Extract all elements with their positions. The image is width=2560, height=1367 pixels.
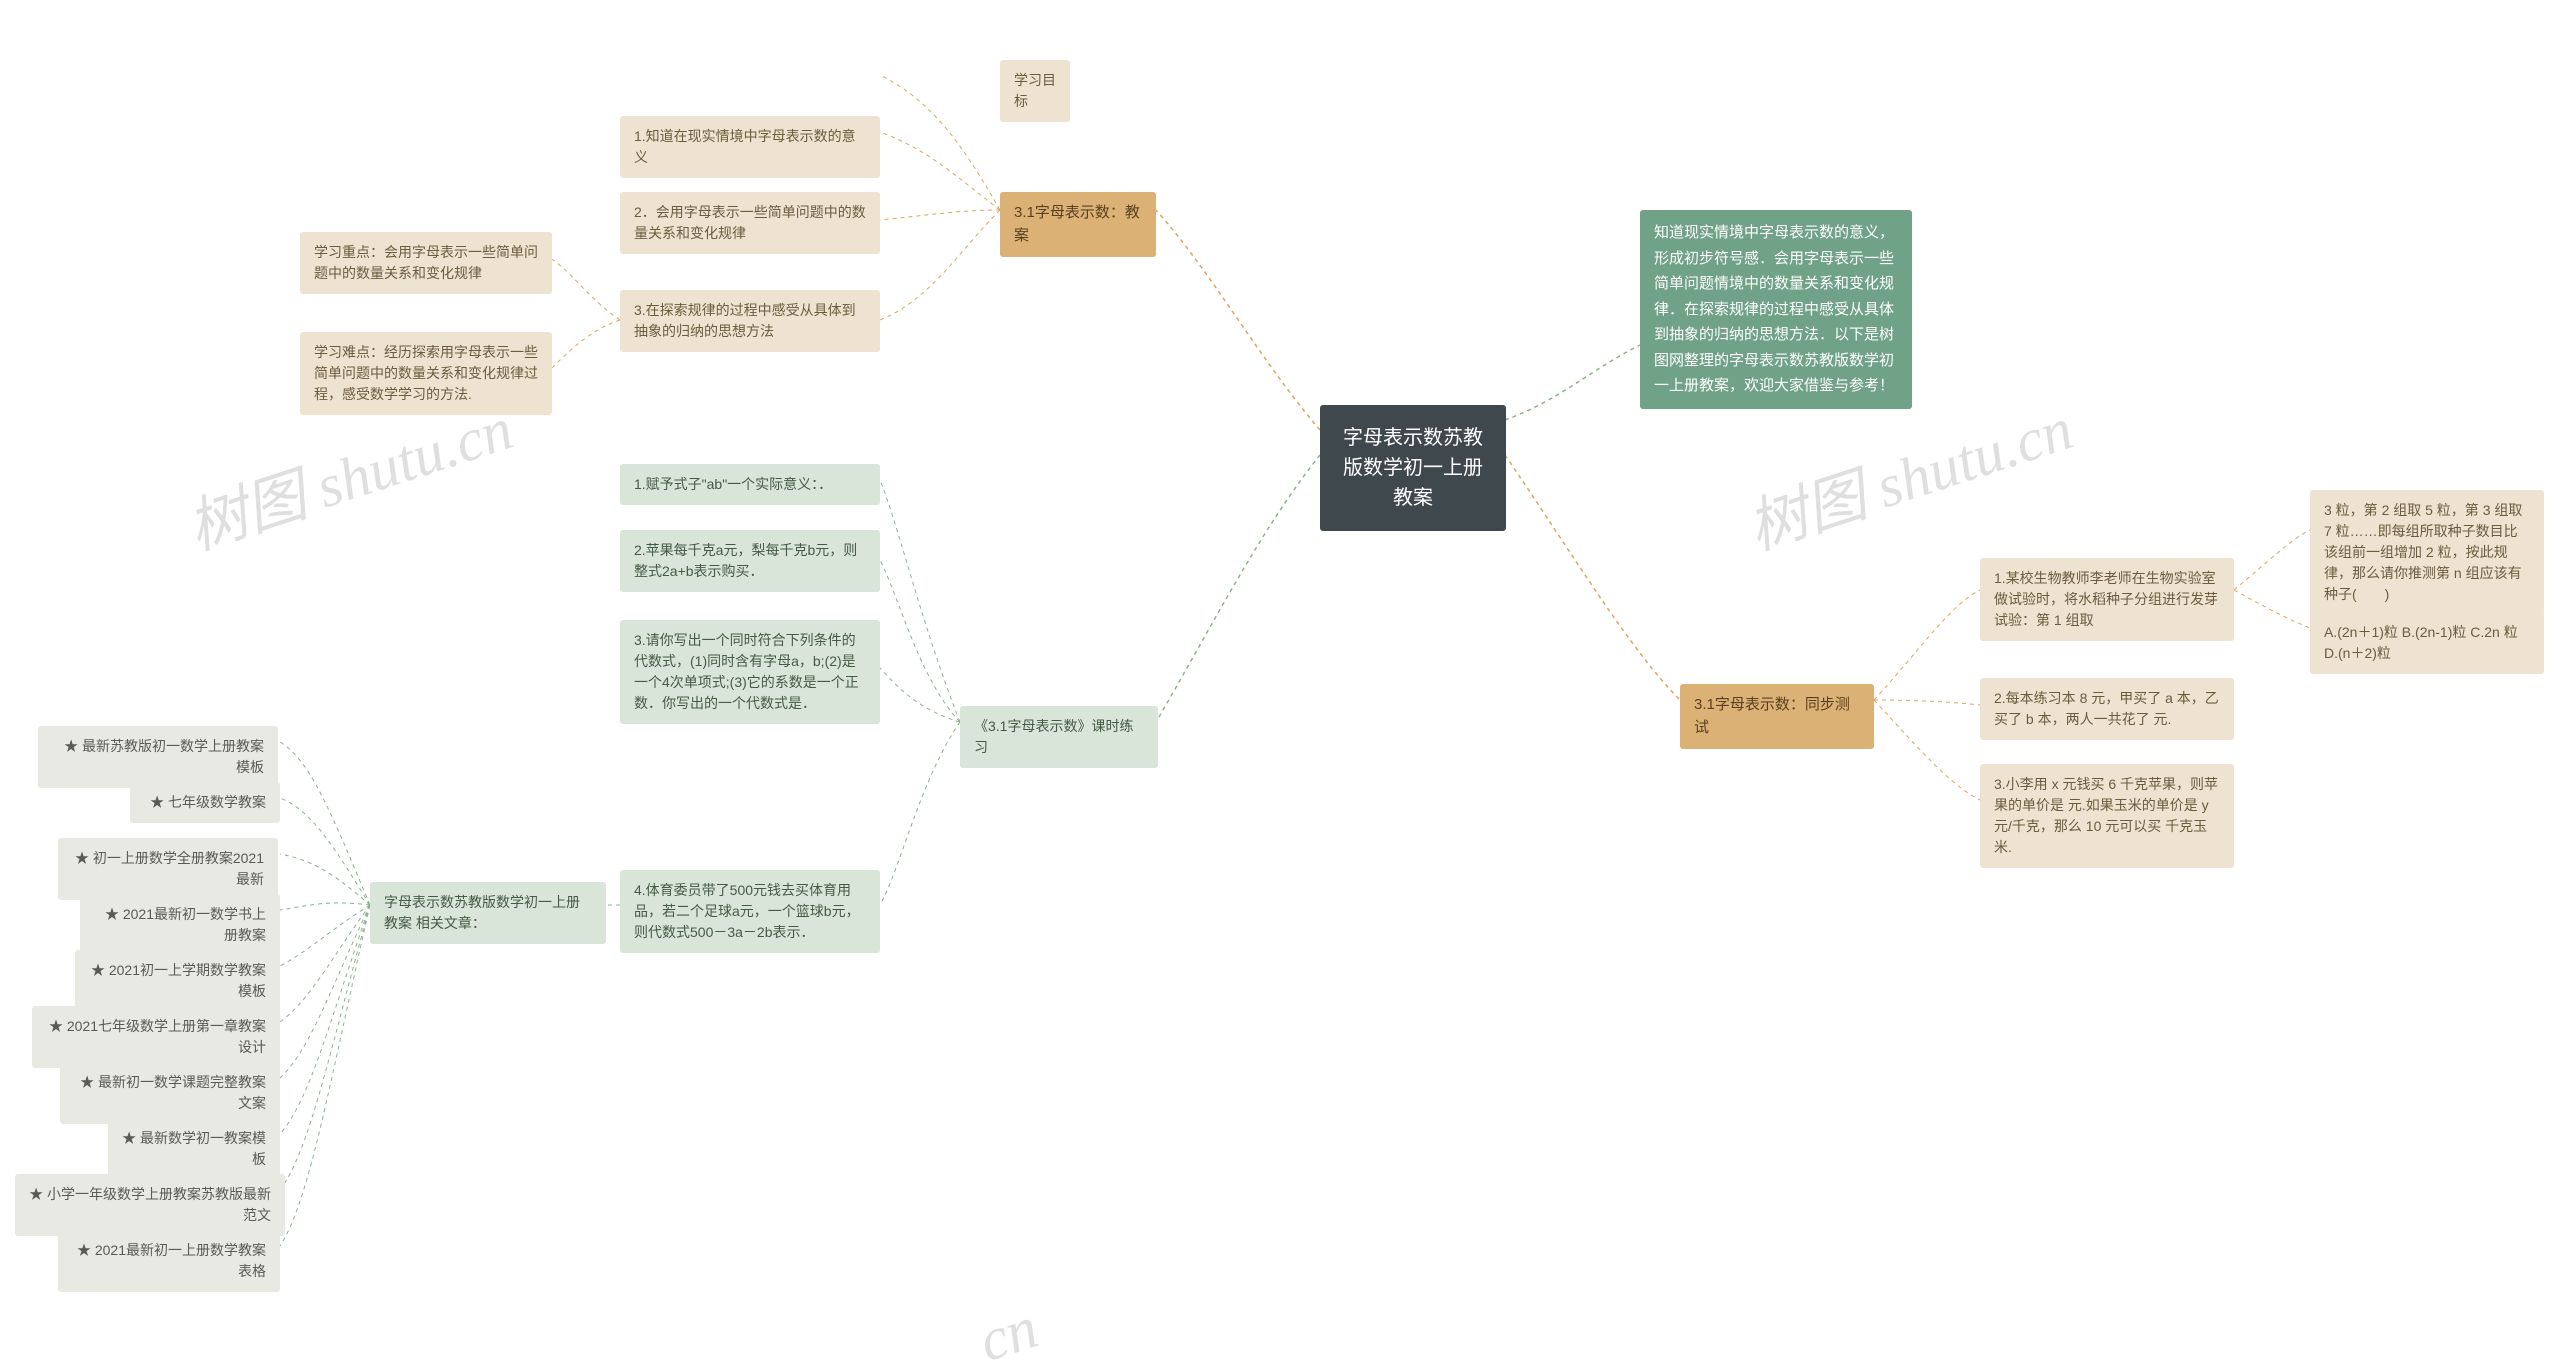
jiaoan-item-1: 1.知道在现实情境中字母表示数的意义 xyxy=(620,116,880,178)
related-link-8[interactable]: ★ 小学一年级数学上册教案苏教版最新范文 xyxy=(15,1174,285,1236)
ceshi-item-1: 1.某校生物教师李老师在生物实验室做试验时，将水稻种子分组进行发芽试验：第 1 … xyxy=(1980,558,2234,641)
related-link-9[interactable]: ★ 2021最新初一上册数学教案表格 xyxy=(58,1230,280,1292)
watermark: cn xyxy=(971,1293,1046,1367)
lianxi-item-3: 3.请你写出一个同时符合下列条件的代数式，(1)同时含有字母a，b;(2)是一个… xyxy=(620,620,880,724)
lianxi-item-1: 1.赋予式子"ab"一个实际意义：． xyxy=(620,464,880,505)
branch-lianxi-title: 《3.1字母表示数》课时练习 xyxy=(960,706,1158,768)
mindmap-canvas: 树图 shutu.cn 树图 shutu.cn cn 字母表示数苏教版数学初一上… xyxy=(0,0,2560,1367)
lianxi-item-4: 4.体育委员带了500元钱去买体育用品，若二个足球a元，一个篮球b元，则代数式5… xyxy=(620,870,880,953)
jiaoan-focus-2: 学习难点：经历探索用字母表示一些简单问题中的数量关系和变化规律过程，感受数学学习… xyxy=(300,332,552,415)
jiaoan-item-3: 3.在探索规律的过程中感受从具体到抽象的归纳的思想方法 xyxy=(620,290,880,352)
jiaoan-focus-1: 学习重点：会用字母表示一些简单问题中的数量关系和变化规律 xyxy=(300,232,552,294)
related-link-6[interactable]: ★ 最新初一数学课题完整教案文案 xyxy=(60,1062,280,1124)
root-node: 字母表示数苏教版数学初一上册教案 xyxy=(1320,405,1506,531)
ceshi-item-1b: 3 粒，第 2 组取 5 粒，第 3 组取 7 粒……即每组所取种子数目比该组前… xyxy=(2310,490,2544,615)
branch-jiaoan-title: 3.1字母表示数：教案 xyxy=(1000,192,1156,257)
branch-ceshi-title: 3.1字母表示数：同步测试 xyxy=(1680,684,1874,749)
lianxi-related-label: 字母表示数苏教版数学初一上册教案 相关文章： xyxy=(370,882,606,944)
ceshi-item-2: 2.每本练习本 8 元，甲买了 a 本，乙买了 b 本，两人一共花了 元. xyxy=(1980,678,2234,740)
jiaoan-goal: 学习目标 xyxy=(1000,60,1070,122)
related-link-7[interactable]: ★ 最新数学初一教案模板 xyxy=(108,1118,280,1180)
ceshi-item-1c: A.(2n＋1)粒 B.(2n-1)粒 C.2n 粒 D.(n＋2)粒 xyxy=(2310,612,2544,674)
related-link-2[interactable]: ★ 初一上册数学全册教案2021最新 xyxy=(58,838,278,900)
related-link-0[interactable]: ★ 最新苏教版初一数学上册教案模板 xyxy=(38,726,278,788)
description-node: 知道现实情境中字母表示数的意义，形成初步符号感．会用字母表示一些简单问题情境中的… xyxy=(1640,210,1912,409)
related-link-3[interactable]: ★ 2021最新初一数学书上册教案 xyxy=(80,894,280,956)
related-link-4[interactable]: ★ 2021初一上学期数学教案模板 xyxy=(75,950,280,1012)
related-link-5[interactable]: ★ 2021七年级数学上册第一章教案设计 xyxy=(32,1006,280,1068)
ceshi-item-3: 3.小李用 x 元钱买 6 千克苹果，则苹果的单价是 元.如果玉米的单价是 y … xyxy=(1980,764,2234,868)
related-link-1[interactable]: ★ 七年级数学教案 xyxy=(130,782,280,823)
jiaoan-item-2: 2．会用字母表示一些简单问题中的数量关系和变化规律 xyxy=(620,192,880,254)
lianxi-item-2: 2.苹果每千克a元，梨每千克b元，则整式2a+b表示购买． xyxy=(620,530,880,592)
